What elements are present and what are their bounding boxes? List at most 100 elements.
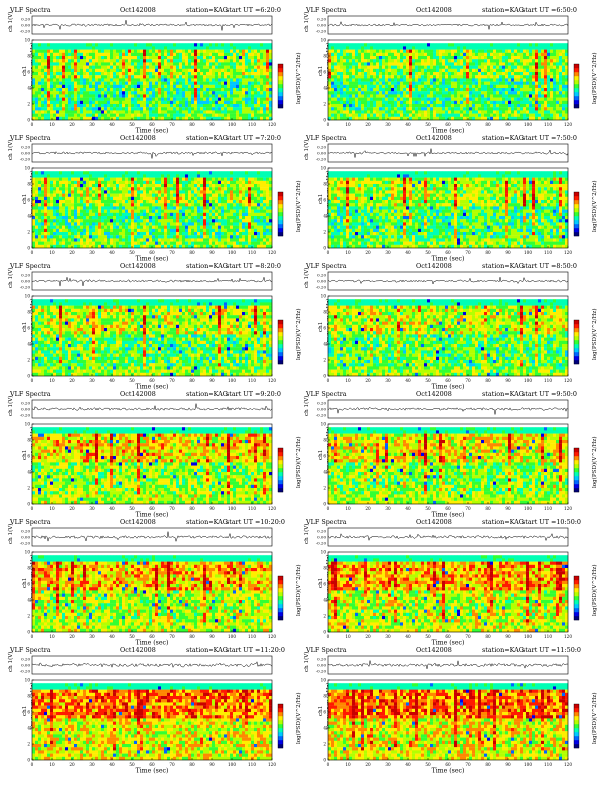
frequency-tick-label: 4 [27,342,30,347]
time-tick-label: 110 [248,122,256,127]
colorbar-segment [278,608,283,613]
colorbar-frame [573,63,580,109]
colorbar-segment [278,200,283,205]
frequency-tick-label: 0 [323,246,326,251]
frequency-tick-label: 2 [323,614,326,619]
colorbar-segment [278,232,283,237]
ch1-tick-label: -0.20 [316,413,327,418]
frequency-tick-label: 10 [321,678,327,683]
colorbar-segment [574,204,579,209]
panel-station: station=KAG [186,390,228,398]
panel-date: Oct142008 [416,6,452,14]
time-tick-label: 90 [505,250,511,255]
spectrogram-image [327,423,569,505]
time-axis-label: Time (sec) [136,640,169,647]
colorbar-segment [278,196,283,201]
colorbar-segment [278,228,283,233]
frequency-tick-label: 2 [27,614,30,619]
colorbar-segment [278,324,283,329]
frequency-tick-label: 8 [323,566,326,571]
frequency-tick-label: 10 [25,38,31,43]
spectrogram-image [327,295,569,377]
colorbar-segment [574,712,579,717]
frequency-tick-label: 0 [27,118,30,123]
time-tick-label: 90 [209,762,215,767]
frequency-tick-label: 0 [27,374,30,379]
time-tick-label: 20 [69,634,75,639]
colorbar-segment [278,212,283,217]
colorbar-segment [574,228,579,233]
spectrogram-image [31,39,273,121]
ch1-waveform-line [327,148,569,158]
colorbar-segment [574,68,579,73]
spectrogram-panel: VLF Spectra Oct142008 station=KAG start UT … [8,646,306,774]
frequency-tick-label: 6 [27,710,30,715]
colorbar-segment [278,360,283,365]
panel-header: VLF Spectra Oct142008 station=KAG start UT … [10,6,296,15]
colorbar-segment [278,592,283,597]
panel-start-ut: start UT =8:20:0 [226,262,281,270]
panel-date: Oct142008 [416,646,452,654]
panel-title: VLF Spectra [10,646,51,654]
colorbar-segment [278,712,283,717]
time-tick-label: 20 [365,378,371,383]
panel-start-ut: start UT =10:20:0 [226,518,285,526]
colorbar-segment [278,356,283,361]
frequency-tick-label: 2 [27,230,30,235]
ch1-strip-frame [327,655,569,675]
colorbar-segment [278,708,283,713]
time-tick-label: 60 [445,506,451,511]
panel-header: VLF Spectra Oct142008 station=KAG start UT … [306,518,592,527]
colorbar-segment [278,352,283,357]
panel-station: station=KAG [186,646,228,654]
colorbar-segment [278,576,283,581]
ch1-tick-label: -0.20 [20,413,31,418]
colorbar-segment [574,596,579,601]
frequency-tick-label: 4 [27,598,30,603]
spectrogram-image [31,295,273,377]
colorbar-frame [573,575,580,621]
frequency-tick-label: 6 [27,326,30,331]
panel-start-ut: start UT =11:20:0 [226,646,285,654]
frequency-tick-label: 8 [323,182,326,187]
colorbar-segment [574,608,579,613]
ch1-tick-label: -0.20 [316,541,327,546]
colorbar-segment [574,580,579,585]
colorbar-segment [278,616,283,621]
time-tick-label: 50 [129,122,135,127]
panel-date: Oct142008 [120,518,156,526]
time-tick-label: 60 [445,122,451,127]
colorbar-segment [278,468,283,473]
frequency-tick-label: 0 [27,630,30,635]
panel-header: VLF Spectra Oct142008 station=KAG start UT … [306,134,592,143]
colorbar-segment [574,76,579,81]
colorbar-segment [574,592,579,597]
spectrogram-panel: VLF Spectra Oct142008 station=KAG start UT … [304,262,602,390]
frequency-tick-label: 2 [323,486,326,491]
panel-title: VLF Spectra [10,518,51,526]
colorbar-frame [277,191,284,237]
frequency-tick-label: 8 [27,182,30,187]
colorbar-segment [278,328,283,333]
colorbar-segment [278,728,283,733]
time-tick-label: 90 [209,506,215,511]
colorbar-segment [278,448,283,453]
ch1-tick-label: 0.20 [21,17,30,22]
colorbar-segment [278,464,283,469]
panel-start-ut: start UT =9:20:0 [226,390,281,398]
time-tick-label: 60 [149,250,155,255]
time-tick-label: 50 [425,506,431,511]
time-tick-label: 70 [465,122,471,127]
time-tick-label: 60 [445,378,451,383]
colorbar-segment [278,192,283,197]
ch1-tick-label: -0.20 [316,285,327,290]
ch1-tick-label: 0.20 [21,529,30,534]
ch1-tick-label: 0.00 [317,535,326,540]
time-tick-label: 0 [31,762,34,767]
colorbar-segment [574,84,579,89]
time-axis-label: Time (sec) [432,256,465,263]
panel-title: VLF Spectra [306,6,347,14]
